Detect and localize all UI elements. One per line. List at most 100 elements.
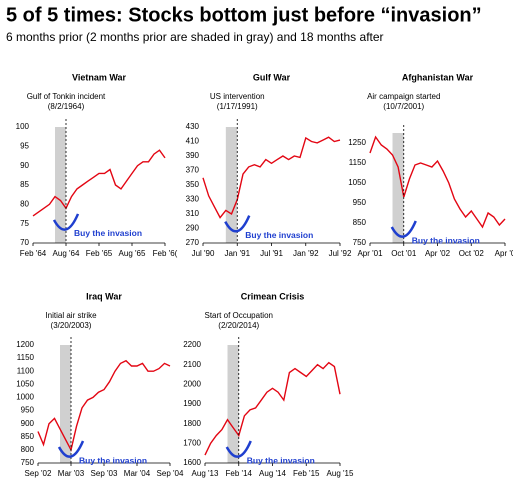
x-tick-label: Aug '13 (192, 469, 219, 478)
y-tick-label: 1900 (183, 399, 201, 408)
y-tick-label: 950 (21, 406, 35, 415)
x-tick-label: Oct '02 (459, 249, 485, 258)
x-tick-label: Aug '14 (259, 469, 286, 478)
y-tick-label: 2100 (183, 360, 201, 369)
callout-arc (57, 440, 85, 458)
x-tick-label: Feb '64 (20, 249, 47, 258)
price-line (204, 361, 341, 456)
y-tick-label: 1050 (348, 178, 366, 187)
annotation: Start of Occupation (205, 311, 273, 320)
shade-band (392, 133, 404, 243)
y-tick-label: 95 (20, 141, 29, 150)
price-line (369, 135, 506, 229)
shade-band (225, 127, 238, 243)
x-tick-label: Feb '15 (293, 469, 320, 478)
y-tick-label: 390 (186, 151, 200, 160)
x-tick-label: Apr '02 (425, 249, 451, 258)
chart-title: Gulf War (253, 72, 291, 82)
y-tick-label: 85 (20, 180, 29, 189)
y-tick-label: 1100 (17, 366, 35, 375)
y-tick-label: 950 (353, 198, 367, 207)
x-tick-label: Oct '01 (391, 249, 417, 258)
callout-arc (225, 440, 252, 458)
y-tick-label: 2200 (183, 340, 201, 349)
x-tick-label: Aug '64 (53, 249, 80, 258)
callout-arc (52, 213, 80, 231)
x-tick-label: Mar '04 (124, 469, 151, 478)
callout: Buy the invasion (412, 235, 480, 245)
y-tick-label: 1800 (183, 419, 201, 428)
x-tick-label: Jan '92 (293, 249, 319, 258)
y-tick-label: 1050 (16, 379, 34, 388)
callout: Buy the invasion (245, 230, 313, 240)
price-line (202, 136, 341, 219)
y-tick-label: 310 (186, 209, 200, 218)
annotation: Initial air strike (45, 311, 97, 320)
y-tick-label: 350 (186, 180, 200, 189)
annotation: (10/7/2001) (383, 102, 424, 111)
y-tick-label: 1150 (349, 158, 367, 167)
callout: Buy the invasion (74, 228, 142, 238)
x-tick-label: Sep '03 (91, 469, 118, 478)
y-tick-label: 1700 (183, 438, 201, 447)
x-tick-label: Feb '6( (153, 249, 178, 258)
y-tick-label: 75 (20, 219, 29, 228)
y-tick-label: 850 (21, 432, 35, 441)
annotation: (2/20/2014) (218, 321, 259, 330)
callout-arc (390, 220, 417, 238)
annotation: (3/20/2003) (51, 321, 92, 330)
y-tick-label: 1200 (16, 340, 34, 349)
y-tick-label: 1000 (16, 393, 34, 402)
price-line (32, 149, 166, 217)
y-tick-label: 290 (186, 224, 200, 233)
annotation: Gulf of Tonkin incident (27, 92, 106, 101)
x-tick-label: Apr '0 (495, 249, 513, 258)
y-tick-label: 330 (186, 195, 200, 204)
y-tick-label: 2000 (183, 379, 201, 388)
x-tick-label: Jul '90 (192, 249, 215, 258)
x-tick-label: Feb '65 (86, 249, 113, 258)
y-tick-label: 80 (20, 199, 29, 208)
y-tick-label: 800 (21, 445, 35, 454)
chart-title: Afghanistan War (402, 72, 474, 82)
page-title: 5 of 5 times: Stocks bottom just before … (6, 4, 482, 26)
shade-band (55, 127, 66, 243)
y-tick-label: 430 (186, 122, 200, 131)
y-tick-label: 410 (186, 137, 200, 146)
y-tick-label: 1150 (17, 353, 35, 362)
y-tick-label: 1600 (183, 458, 201, 467)
price-line (37, 359, 171, 452)
x-tick-label: Mar '03 (58, 469, 85, 478)
annotation: (8/2/1964) (48, 102, 85, 111)
x-tick-label: Aug '65 (119, 249, 146, 258)
y-tick-label: 1250 (348, 138, 366, 147)
x-tick-label: Feb '14 (226, 469, 253, 478)
x-tick-label: Jul '91 (260, 249, 283, 258)
y-tick-label: 70 (20, 238, 29, 247)
annotation: (1/17/1991) (217, 102, 258, 111)
x-tick-label: Sep '02 (25, 469, 52, 478)
x-tick-label: Jan '91 (224, 249, 250, 258)
shade-band (60, 345, 71, 463)
x-tick-label: Apr '01 (357, 249, 383, 258)
chart-title: Crimean Crisis (241, 291, 305, 301)
x-tick-label: Aug '15 (327, 469, 354, 478)
y-tick-label: 270 (186, 238, 200, 247)
page-subtitle: 6 months prior (2 months prior are shade… (6, 30, 384, 44)
annotation: Air campaign started (367, 92, 440, 101)
y-tick-label: 90 (20, 161, 29, 170)
callout: Buy the invasion (79, 455, 147, 465)
shade-band (227, 345, 239, 463)
y-tick-label: 900 (21, 419, 35, 428)
callout: Buy the invasion (247, 455, 315, 465)
y-tick-label: 750 (353, 238, 367, 247)
chart-title: Vietnam War (72, 72, 127, 82)
y-tick-label: 850 (353, 218, 367, 227)
x-tick-label: Jul '92 (329, 249, 352, 258)
annotation: US intervention (210, 92, 265, 101)
y-tick-label: 100 (16, 122, 30, 131)
y-tick-label: 750 (21, 458, 35, 467)
y-tick-label: 370 (186, 166, 200, 175)
x-tick-label: Sep '04 (157, 469, 184, 478)
